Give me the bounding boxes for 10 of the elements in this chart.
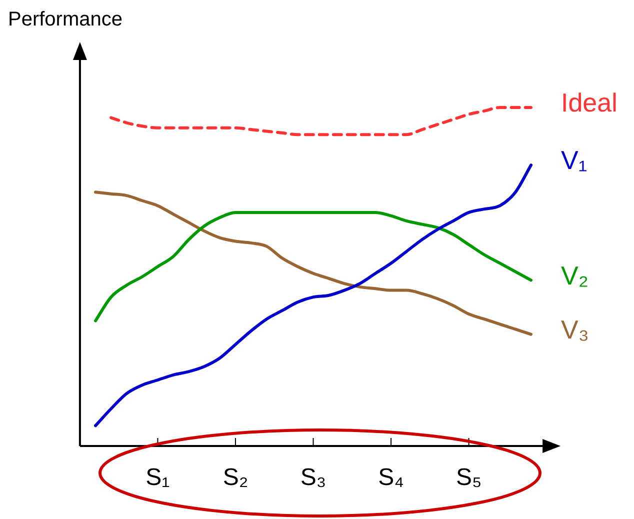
x-tick-label: S₃ [300, 464, 326, 492]
series-label: V₁ [561, 145, 588, 176]
x-tick-label: S₅ [456, 464, 482, 492]
series-label: Ideal [561, 88, 618, 118]
series-label: V₃ [561, 314, 589, 344]
x-tick-label: S₁ [146, 464, 170, 492]
y-axis-title: Performance [8, 8, 122, 31]
x-tick-label: S₄ [378, 464, 404, 492]
x-tick-label: S₂ [222, 464, 248, 492]
series-label: V₂ [561, 260, 588, 290]
